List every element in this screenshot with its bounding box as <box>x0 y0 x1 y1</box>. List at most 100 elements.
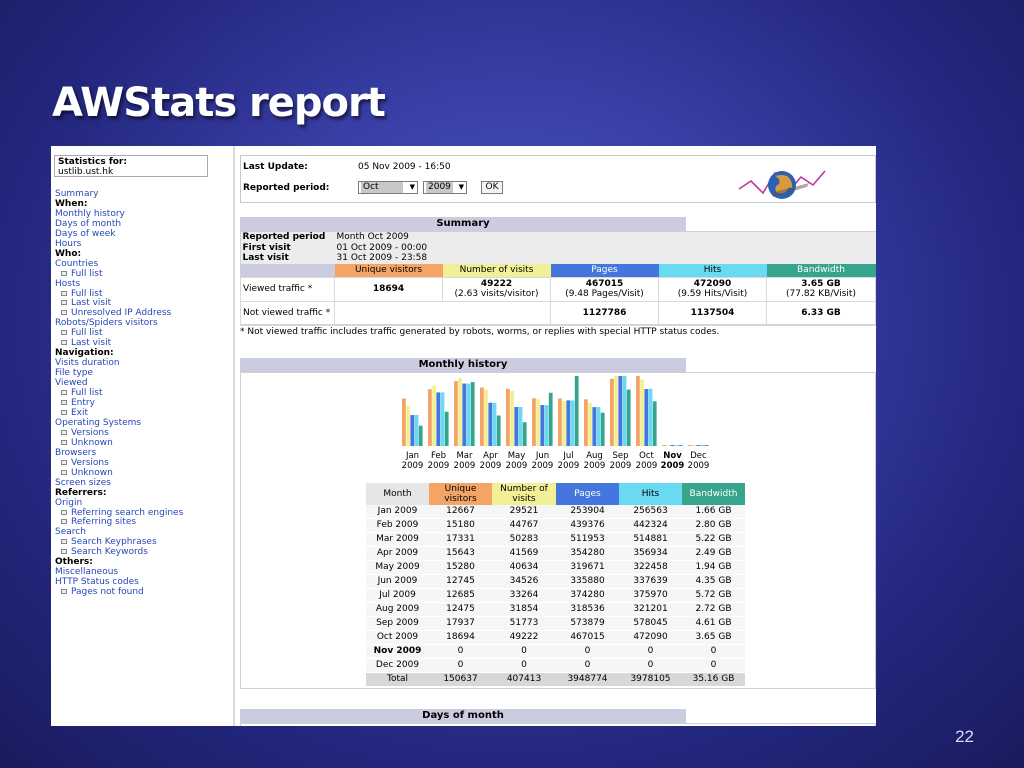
summary-header-blank <box>240 263 335 277</box>
awstats-globe-logo <box>738 170 826 199</box>
menu-item-viewed[interactable]: Viewed <box>55 378 183 388</box>
mh-cell-hits: 472090 <box>619 630 682 645</box>
menu-item-robots-spiders-visitors[interactable]: Robots/Spiders visitors <box>55 318 183 328</box>
menu-item-countries[interactable]: Countries <box>55 259 183 269</box>
not-viewed-hits-cell: 1137504 <box>658 300 767 326</box>
menu-item-hosts[interactable]: Hosts <box>55 279 183 289</box>
mh-cell-pages: 318536 <box>556 602 619 617</box>
menu-item-monthly-history[interactable]: Monthly history <box>55 209 183 219</box>
menu-item-versions[interactable]: Versions <box>55 458 183 468</box>
menu-item-miscellaneous[interactable]: Miscellaneous <box>55 567 183 577</box>
menu-item-search[interactable]: Search <box>55 527 183 537</box>
list-icon <box>61 509 67 515</box>
mh-cell-unique: 15180 <box>429 518 492 533</box>
awstats-screenshot: Statistics for: ustlib.ust.hk Summary Whe… <box>51 146 876 726</box>
viewed-visits-cell: 49222 (2.63 visits/visitor) <box>442 276 551 302</box>
bar-unique-visitors-feb <box>428 389 432 446</box>
mh-header-pages: Pages <box>556 483 619 505</box>
menu-item-referring-search-engines[interactable]: Referring search engines <box>55 508 183 518</box>
menu-item-last-visit[interactable]: Last visit <box>55 298 183 308</box>
menu-item-label: When: <box>55 198 88 209</box>
mh-cell-pages: 374280 <box>556 588 619 603</box>
menu-item-search-keyphrases[interactable]: Search Keyphrases <box>55 537 183 547</box>
menu-item-unresolved-ip-address[interactable]: Unresolved IP Address <box>55 308 183 318</box>
menu-item-pages-not-found[interactable]: Pages not found <box>55 587 183 597</box>
x-tick-year: 2009 <box>584 461 606 471</box>
mh-cell-pages: 0 <box>556 658 619 673</box>
menu-item-summary[interactable]: Summary <box>55 189 183 199</box>
menu-item-label: Full list <box>71 388 103 399</box>
dropdown-arrow-icon: ▼ <box>458 183 464 191</box>
mh-header-hits: Hits <box>619 483 682 505</box>
mh-cell-hits: 322458 <box>619 560 682 575</box>
menu-item-full-list[interactable]: Full list <box>55 269 183 279</box>
bar-bandwidth-aug <box>600 412 605 446</box>
bar-unique-visitors-may <box>506 388 510 446</box>
menu-item-entry[interactable]: Entry <box>55 398 183 408</box>
menu-item-label: Miscellaneous <box>55 567 119 578</box>
menu-item-days-of-week[interactable]: Days of week <box>55 229 183 239</box>
menu-item-unknown[interactable]: Unknown <box>55 468 183 478</box>
menu-item-file-type[interactable]: File type <box>55 368 183 378</box>
bar-hits-sep <box>622 376 627 446</box>
menu-item-visits-duration[interactable]: Visits duration <box>55 358 183 368</box>
menu-item-unknown[interactable]: Unknown <box>55 438 183 448</box>
menu-item-origin[interactable]: Origin <box>55 498 183 508</box>
menu-item-label: Browsers <box>55 447 97 458</box>
ok-button[interactable]: OK <box>481 181 503 194</box>
mh-cell-visits: 34526 <box>492 574 556 589</box>
bar-number-of-visits-aug <box>588 402 592 446</box>
mh-cell-visits: 51773 <box>492 616 556 631</box>
last-visit-label: Last visit <box>240 253 335 264</box>
reported-period-row-label: Reported period <box>240 232 335 243</box>
menu-item-full-list[interactable]: Full list <box>55 388 183 398</box>
update-panel: Last Update: 05 Nov 2009 - 16:50 Reporte… <box>240 155 876 203</box>
menu-item-http-status-codes[interactable]: HTTP Status codes <box>55 577 183 587</box>
menu-item-search-keywords[interactable]: Search Keywords <box>55 547 183 557</box>
menu-item-operating-systems[interactable]: Operating Systems <box>55 418 183 428</box>
mh-row: Feb 2009 15180 44767 439376 442324 2.80 GB <box>366 518 745 533</box>
menu-item-browsers[interactable]: Browsers <box>55 448 183 458</box>
bar-pages-feb <box>436 392 441 446</box>
mh-cell-bandwidth: 2.49 GB <box>682 546 745 561</box>
mh-cell-visits: 0 <box>492 658 556 673</box>
menu-item-label: Monthly history <box>55 208 125 219</box>
bar-number-of-visits-dec <box>692 445 696 446</box>
mh-cell-bandwidth: 1.94 GB <box>682 560 745 575</box>
menu-item-full-list[interactable]: Full list <box>55 328 183 338</box>
list-icon <box>61 469 67 475</box>
list-icon <box>61 429 67 435</box>
bar-unique-visitors-dec <box>688 445 692 446</box>
left-menu: Statistics for: ustlib.ust.hk Summary Whe… <box>51 146 227 726</box>
bar-unique-visitors-sep <box>610 378 614 446</box>
mh-cell-unique: 17937 <box>429 616 492 631</box>
mh-cell-bandwidth: 3.65 GB <box>682 630 745 645</box>
menu-item-label: Last visit <box>71 338 112 349</box>
mh-cell-bandwidth: 0 <box>682 644 745 659</box>
menu-item-versions[interactable]: Versions <box>55 428 183 438</box>
viewed-bandwidth-cell: 3.65 GB (77.82 KB/Visit) <box>766 276 876 302</box>
mh-header-unique: Unique visitors <box>429 483 492 505</box>
menu-item-full-list[interactable]: Full list <box>55 289 183 299</box>
menu-item-label: Full list <box>71 288 103 299</box>
bar-pages-mar <box>462 383 467 446</box>
menu-item-days-of-month[interactable]: Days of month <box>55 219 183 229</box>
menu-item-referring-sites[interactable]: Referring sites <box>55 517 183 527</box>
list-icon <box>61 330 67 336</box>
mh-cell-month: Oct 2009 <box>366 630 429 645</box>
x-tick-year: 2009 <box>532 461 554 471</box>
menu-item-exit[interactable]: Exit <box>55 408 183 418</box>
menu-item-last-visit[interactable]: Last visit <box>55 338 183 348</box>
site-name: ustlib.ust.hk <box>58 167 114 177</box>
x-tick-month: Mar <box>456 451 473 461</box>
menu-item-label: Referring sites <box>71 517 137 528</box>
x-tick-year: 2009 <box>402 461 424 471</box>
page-number: 22 <box>955 727 974 746</box>
menu-item-hours[interactable]: Hours <box>55 239 183 249</box>
mh-cell-unique: 12745 <box>429 574 492 589</box>
mh-cell-bandwidth: 5.72 GB <box>682 588 745 603</box>
year-select[interactable]: 2009 ▼ <box>423 181 467 194</box>
menu-item-screen-sizes[interactable]: Screen sizes <box>55 478 183 488</box>
x-tick-month: Jun <box>535 451 549 461</box>
month-select[interactable]: Oct ▼ <box>358 181 418 194</box>
